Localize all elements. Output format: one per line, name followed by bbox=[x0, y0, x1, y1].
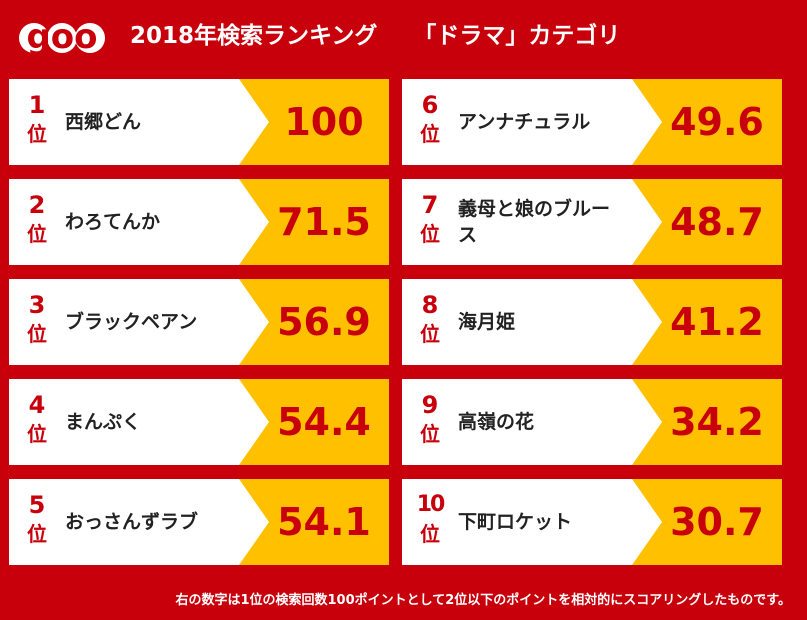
rank-number: 6 bbox=[421, 91, 439, 119]
title-main: 2018年検索ランキング bbox=[130, 23, 378, 49]
goo-logo[interactable]: goo bbox=[14, 16, 110, 56]
ranking-card-9: 9 位 高嶺の花 34.2 bbox=[402, 379, 782, 465]
goo-logo-text: goo bbox=[26, 17, 97, 56]
score-panel bbox=[632, 179, 782, 265]
rank-label: 1 位 bbox=[19, 91, 55, 147]
score-panel bbox=[632, 479, 782, 565]
score-panel bbox=[239, 479, 389, 565]
rank-label: 7 位 bbox=[412, 191, 448, 247]
rank-label: 9 位 bbox=[412, 391, 448, 447]
drama-title: アンナチュラル bbox=[458, 111, 591, 133]
rank-suffix: 位 bbox=[420, 222, 440, 246]
drama-title: 義母と娘のブルース bbox=[458, 198, 611, 246]
ranking-card-7: 7 位 義母と娘のブルース 48.7 bbox=[402, 179, 782, 265]
rank-label: 2 位 bbox=[19, 191, 55, 247]
rank-label: 8 位 bbox=[412, 291, 448, 347]
score-value: 30.7 bbox=[670, 500, 764, 544]
rank-number: 10 bbox=[416, 492, 446, 517]
ranking-card-3: 3 位 ブラックペアン 56.9 bbox=[9, 279, 389, 365]
drama-title: 下町ロケット bbox=[458, 511, 573, 533]
footnote: 右の数字は1位の検索回数100ポイントとして2位以下のポイントを相対的にスコアリ… bbox=[175, 593, 791, 608]
drama-title: 西郷どん bbox=[65, 111, 142, 133]
score-value: 48.7 bbox=[670, 200, 764, 244]
score-panel bbox=[239, 279, 389, 365]
ranking-card-5: 5 位 おっさんずラブ 54.1 bbox=[9, 479, 389, 565]
rank-number: 7 bbox=[421, 191, 439, 219]
score-value: 49.6 bbox=[670, 100, 764, 144]
score-panel bbox=[632, 79, 782, 165]
score-panel bbox=[239, 379, 389, 465]
ranking-card-6: 6 位 アンナチュラル 49.6 bbox=[402, 79, 782, 165]
score-panel bbox=[239, 179, 389, 265]
score-value: 34.2 bbox=[670, 400, 764, 444]
rank-label: 6 位 bbox=[412, 91, 448, 147]
drama-title: おっさんずラブ bbox=[65, 511, 199, 533]
rank-suffix: 位 bbox=[420, 522, 440, 546]
rank-number: 9 bbox=[421, 391, 439, 419]
drama-title: まんぷく bbox=[65, 411, 142, 433]
rank-suffix: 位 bbox=[27, 222, 47, 246]
rank-suffix: 位 bbox=[27, 522, 47, 546]
ranking-card-4: 4 位 まんぷく 54.4 bbox=[9, 379, 389, 465]
drama-title: ブラックペアン bbox=[65, 311, 198, 333]
score-value: 71.5 bbox=[277, 200, 371, 244]
rank-number: 8 bbox=[421, 291, 439, 319]
title-category: 「ドラマ」カテゴリ bbox=[413, 23, 621, 49]
ranking-card-8: 8 位 海月姫 41.2 bbox=[402, 279, 782, 365]
drama-title: 高嶺の花 bbox=[458, 411, 535, 433]
rank-label: 4 位 bbox=[19, 391, 55, 447]
ranking-card-10: 10 位 下町ロケット 30.7 bbox=[402, 479, 782, 565]
rank-suffix: 位 bbox=[420, 322, 440, 346]
rank-label: 5 位 bbox=[19, 491, 55, 547]
ranking-card-2: 2 位 わろてんか 71.5 bbox=[9, 179, 389, 265]
drama-title: わろてんか bbox=[65, 211, 161, 233]
rank-suffix: 位 bbox=[420, 422, 440, 446]
page-title: 2018年検索ランキング 「ドラマ」カテゴリ bbox=[130, 18, 620, 54]
rank-number: 3 bbox=[28, 291, 46, 319]
ranking-card-1: 1 位 西郷どん 100 bbox=[9, 79, 389, 165]
header: goo 2018年検索ランキング 「ドラマ」カテゴリ bbox=[0, 0, 807, 70]
score-panel bbox=[632, 379, 782, 465]
score-panel bbox=[632, 279, 782, 365]
score-value: 56.9 bbox=[277, 300, 371, 344]
score-value: 54.4 bbox=[277, 400, 371, 444]
rank-suffix: 位 bbox=[420, 122, 440, 146]
rank-suffix: 位 bbox=[27, 422, 47, 446]
score-value: 41.2 bbox=[670, 300, 764, 344]
score-panel bbox=[239, 79, 389, 165]
rank-number: 2 bbox=[28, 191, 46, 219]
rank-suffix: 位 bbox=[27, 322, 47, 346]
score-value: 100 bbox=[284, 100, 364, 144]
rank-number: 5 bbox=[28, 491, 46, 519]
drama-title: 海月姫 bbox=[458, 311, 516, 333]
rank-number: 1 bbox=[28, 91, 46, 119]
score-value: 54.1 bbox=[277, 500, 371, 544]
rank-label: 3 位 bbox=[19, 291, 55, 347]
rank-label: 10 位 bbox=[412, 491, 448, 547]
rank-number: 4 bbox=[28, 391, 46, 419]
rank-suffix: 位 bbox=[27, 122, 47, 146]
